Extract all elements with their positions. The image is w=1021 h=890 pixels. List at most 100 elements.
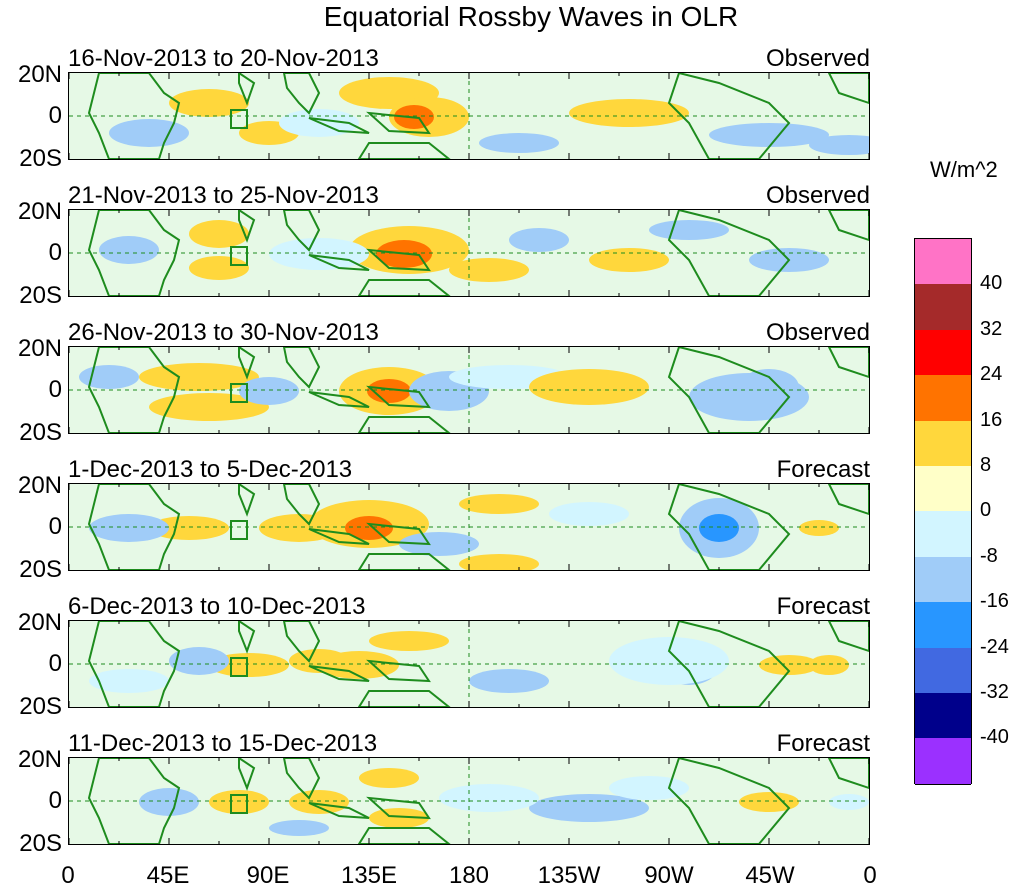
- colorbar-label: 16: [980, 408, 1003, 431]
- map-panel: 1-Dec-2013 to 5-Dec-2013 Forecast 20N 0 20S: [0, 456, 900, 595]
- map-canvas: [69, 484, 869, 570]
- anomaly-contour: [799, 520, 839, 536]
- panel-status: Observed: [765, 182, 870, 209]
- map-panel: 11-Dec-2013 to 15-Dec-2013 Forecast 20N 0 20…: [0, 730, 900, 869]
- anomaly-map: [68, 346, 870, 434]
- colorbar-label: 32: [980, 317, 1003, 340]
- anomaly-contour: [269, 238, 369, 270]
- colorbar-label: 24: [980, 363, 1003, 386]
- colorbar-swatch: [915, 511, 971, 559]
- lat-tick-label: 20N: [17, 335, 62, 362]
- lat-tick-label: 0: [48, 650, 62, 677]
- lat-tick-label: 20S: [19, 830, 62, 857]
- chart-title: Equatorial Rossby Waves in OLR: [323, 1, 739, 32]
- lon-tick-label: 135W: [537, 862, 601, 889]
- anomaly-contour: [439, 784, 539, 812]
- coastline: [308, 665, 370, 682]
- coastline: [357, 553, 451, 570]
- panel-date-range: 16-Nov-2013 to 20-Nov-2013: [68, 45, 379, 72]
- anomaly-contour: [809, 655, 849, 675]
- coastline: [308, 254, 370, 271]
- anomaly-contour: [739, 792, 799, 812]
- coastline: [357, 142, 451, 159]
- anomaly-contour: [109, 119, 189, 147]
- anomaly-contour: [549, 502, 629, 526]
- colorbar-swatch: [915, 466, 971, 513]
- anomaly-contour: [399, 532, 479, 556]
- anomaly-contour: [209, 653, 289, 677]
- lat-tick-label: 0: [48, 787, 62, 814]
- coastline: [87, 73, 181, 159]
- anomaly-contour: [479, 133, 559, 153]
- map-canvas: [69, 347, 869, 433]
- colorbar-swatch: [915, 556, 971, 604]
- anomaly-contour: [169, 647, 229, 675]
- coastline: [87, 484, 181, 570]
- anomaly-contour: [239, 377, 299, 405]
- coastline: [827, 73, 869, 105]
- anomaly-contour: [99, 236, 159, 264]
- anomaly-contour: [89, 669, 169, 693]
- region-box: [230, 246, 248, 266]
- colorbar-swatch: [915, 284, 971, 332]
- anomaly-contour: [759, 655, 819, 675]
- lon-tick-label: 90E: [246, 862, 290, 889]
- colorbar-swatch: [915, 420, 971, 468]
- map-panel: 16-Nov-2013 to 20-Nov-2013 Observed 20N 0 20…: [0, 45, 900, 184]
- coastline: [366, 659, 431, 683]
- anomaly-map: [68, 72, 870, 160]
- coastline: [667, 621, 791, 707]
- colorbar-swatch: [915, 738, 971, 786]
- region-box: [230, 383, 248, 403]
- anomaly-map: [68, 620, 870, 708]
- anomaly-contour: [189, 220, 249, 248]
- lat-tick-label: 0: [48, 239, 62, 266]
- coastline: [667, 347, 791, 433]
- map-canvas: [69, 73, 869, 159]
- anomaly-contour: [149, 393, 269, 421]
- coastline: [366, 796, 431, 820]
- coastline: [366, 522, 431, 546]
- coastline: [87, 210, 181, 296]
- colorbar-swatch: [915, 375, 971, 423]
- lat-tick-label: 0: [48, 513, 62, 540]
- panel-status: Forecast: [776, 593, 870, 620]
- anomaly-contour: [709, 123, 829, 147]
- anomaly-contour: [149, 516, 229, 540]
- anomaly-contour: [89, 514, 169, 542]
- coastline: [667, 484, 791, 570]
- anomaly-contour: [589, 248, 669, 272]
- lat-tick-label: 20N: [17, 198, 62, 225]
- lat-tick-label: 20S: [19, 145, 62, 172]
- region-box: [230, 109, 248, 129]
- anomaly-contour: [459, 494, 539, 514]
- coastline: [366, 248, 431, 272]
- coastline: [827, 758, 869, 790]
- coastline: [366, 111, 431, 135]
- anomaly-contour: [369, 808, 429, 828]
- coastline: [308, 528, 370, 545]
- map-panel: 26-Nov-2013 to 30-Nov-2013 Observed 20N 0 20…: [0, 319, 900, 458]
- lon-tick-label: 180: [448, 862, 490, 889]
- coastline: [357, 690, 451, 707]
- colorbar-swatch: [915, 647, 971, 695]
- anomaly-contour: [739, 369, 799, 405]
- coastline: [667, 758, 791, 844]
- coastline: [87, 347, 181, 433]
- lat-tick-label: 20N: [17, 609, 62, 636]
- anomaly-contour: [369, 631, 449, 651]
- anomaly-contour: [449, 258, 529, 282]
- coastline: [87, 621, 181, 707]
- coastline: [282, 210, 321, 252]
- coastline: [238, 347, 256, 380]
- anomaly-contour: [509, 228, 569, 252]
- anomaly-map: [68, 209, 870, 297]
- coastline: [308, 117, 370, 134]
- colorbar-label: -8: [980, 544, 998, 567]
- panel-date-range: 6-Dec-2013 to 10-Dec-2013: [68, 593, 366, 620]
- coastline: [827, 347, 869, 379]
- coastline: [238, 758, 256, 791]
- anomaly-contour: [569, 99, 689, 127]
- lat-tick-label: 20N: [17, 472, 62, 499]
- map-canvas: [69, 758, 869, 844]
